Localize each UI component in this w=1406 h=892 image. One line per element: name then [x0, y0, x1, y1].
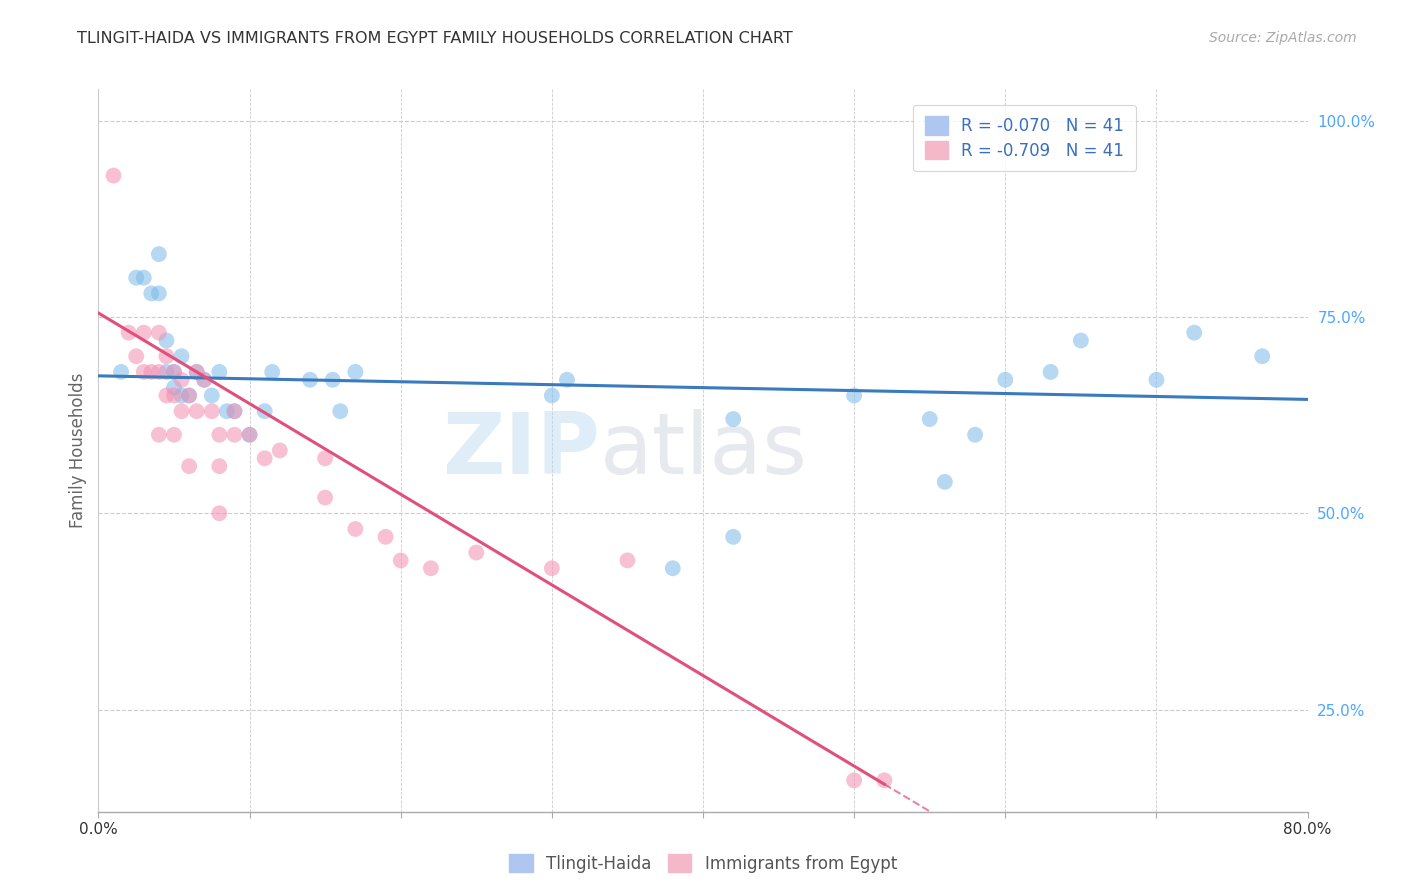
Point	[723, 412, 745, 426]
Point	[208, 459, 231, 474]
Point	[163, 381, 186, 395]
Point	[253, 451, 276, 466]
Point	[215, 404, 238, 418]
Point	[155, 388, 177, 402]
Point	[208, 506, 231, 520]
Point	[994, 373, 1017, 387]
Point	[103, 169, 125, 183]
Point	[170, 388, 193, 402]
Point	[201, 404, 224, 418]
Point	[141, 365, 163, 379]
Point	[224, 427, 246, 442]
Point	[155, 349, 177, 363]
Point	[148, 326, 170, 340]
Text: Source: ZipAtlas.com: Source: ZipAtlas.com	[1209, 31, 1357, 45]
Point	[163, 388, 186, 402]
Point	[239, 427, 262, 442]
Point	[465, 545, 488, 559]
Point	[201, 388, 224, 402]
Point	[208, 365, 231, 379]
Point	[322, 373, 344, 387]
Legend: R = -0.070   N = 41, R = -0.709   N = 41: R = -0.070 N = 41, R = -0.709 N = 41	[912, 104, 1136, 171]
Point	[314, 451, 336, 466]
Legend: Tlingit-Haida, Immigrants from Egypt: Tlingit-Haida, Immigrants from Egypt	[502, 847, 904, 880]
Point	[224, 404, 246, 418]
Point	[186, 404, 208, 418]
Point	[132, 326, 155, 340]
Y-axis label: Family Households: Family Households	[69, 373, 87, 528]
Point	[186, 365, 208, 379]
Point	[155, 334, 177, 348]
Point	[389, 553, 412, 567]
Point	[148, 365, 170, 379]
Point	[918, 412, 941, 426]
Point	[1039, 365, 1062, 379]
Point	[253, 404, 276, 418]
Point	[118, 326, 141, 340]
Point	[163, 365, 186, 379]
Point	[965, 427, 987, 442]
Point	[163, 365, 186, 379]
Point	[155, 365, 177, 379]
Text: TLINGIT-HAIDA VS IMMIGRANTS FROM EGYPT FAMILY HOUSEHOLDS CORRELATION CHART: TLINGIT-HAIDA VS IMMIGRANTS FROM EGYPT F…	[77, 31, 793, 46]
Point	[723, 530, 745, 544]
Point	[110, 365, 132, 379]
Text: ZIP: ZIP	[443, 409, 600, 492]
Point	[262, 365, 284, 379]
Point	[314, 491, 336, 505]
Point	[170, 349, 193, 363]
Point	[141, 286, 163, 301]
Point	[125, 270, 148, 285]
Point	[179, 459, 201, 474]
Point	[1182, 326, 1205, 340]
Point	[163, 427, 186, 442]
Point	[132, 270, 155, 285]
Point	[540, 561, 562, 575]
Point	[844, 773, 866, 788]
Point	[224, 404, 246, 418]
Point	[170, 404, 193, 418]
Point	[873, 773, 896, 788]
Text: atlas: atlas	[600, 409, 808, 492]
Point	[540, 388, 562, 402]
Point	[344, 522, 367, 536]
Point	[132, 365, 155, 379]
Point	[555, 373, 578, 387]
Point	[170, 373, 193, 387]
Point	[344, 365, 367, 379]
Point	[1251, 349, 1274, 363]
Point	[148, 286, 170, 301]
Point	[148, 427, 170, 442]
Point	[299, 373, 322, 387]
Point	[661, 561, 683, 575]
Point	[844, 388, 866, 402]
Point	[186, 365, 208, 379]
Point	[420, 561, 443, 575]
Point	[329, 404, 352, 418]
Point	[179, 388, 201, 402]
Point	[1070, 334, 1092, 348]
Point	[148, 247, 170, 261]
Point	[374, 530, 396, 544]
Point	[193, 373, 215, 387]
Point	[179, 388, 201, 402]
Point	[193, 373, 215, 387]
Point	[125, 349, 148, 363]
Point	[239, 427, 262, 442]
Point	[1144, 373, 1167, 387]
Point	[934, 475, 956, 489]
Point	[616, 553, 638, 567]
Point	[208, 427, 231, 442]
Point	[269, 443, 291, 458]
